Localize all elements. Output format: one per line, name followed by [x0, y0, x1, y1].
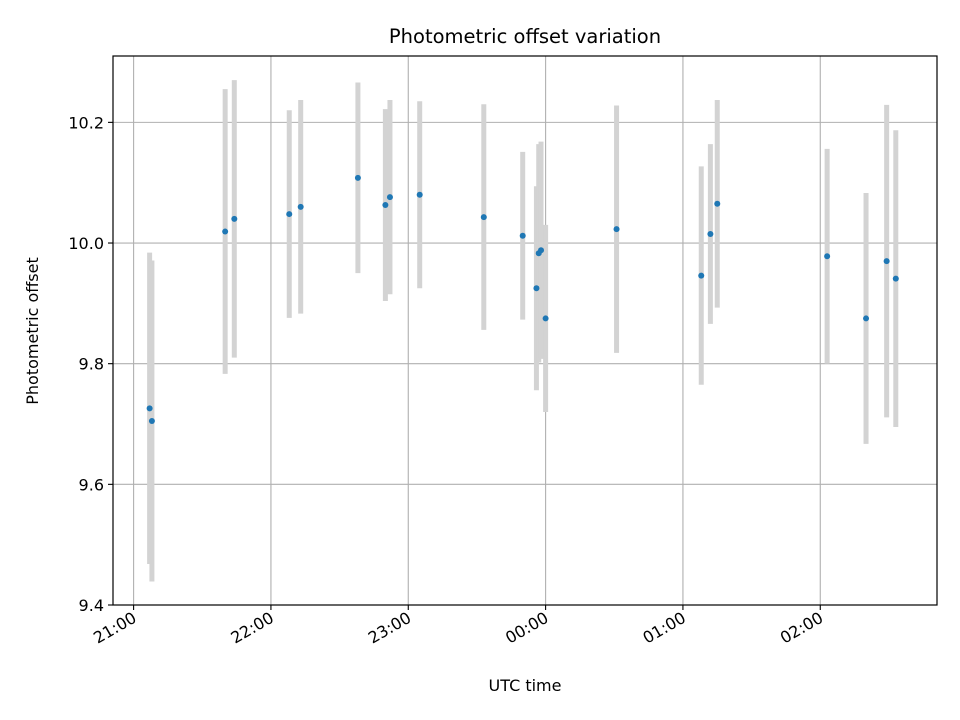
data-point	[707, 230, 714, 237]
data-point	[297, 203, 304, 210]
data-point	[382, 202, 389, 209]
data-point	[222, 228, 229, 235]
data-point	[231, 215, 238, 222]
y-axis: 9.4 9.6 9.8 10.0 10.2	[68, 113, 113, 615]
data-point	[533, 285, 540, 292]
data-point	[714, 200, 721, 207]
data-point	[863, 315, 870, 322]
data-point	[146, 405, 153, 412]
y-tick-label: 9.4	[79, 596, 104, 615]
chart-title: Photometric offset variation	[389, 25, 661, 48]
data-point	[698, 272, 705, 279]
data-point	[354, 174, 361, 181]
data-point	[892, 275, 899, 282]
plot-frame	[112, 55, 938, 606]
data-point	[416, 191, 423, 198]
data-point	[538, 247, 545, 254]
data-point	[824, 253, 831, 260]
data-point	[542, 315, 549, 322]
plot-area	[113, 56, 937, 605]
y-tick-label: 10.2	[68, 113, 104, 132]
data-point	[480, 214, 487, 221]
data-point	[883, 258, 890, 265]
data-point	[386, 194, 393, 201]
data-points	[146, 174, 899, 424]
y-axis-label: Photometric offset	[23, 257, 42, 405]
data-point	[148, 417, 155, 424]
y-tick-label: 10.0	[68, 234, 104, 253]
data-point	[286, 211, 293, 218]
x-axis-label: UTC time	[489, 676, 562, 695]
data-point	[613, 226, 620, 233]
y-tick-label: 9.6	[79, 475, 104, 494]
data-point	[519, 232, 526, 239]
y-tick-label: 9.8	[79, 355, 104, 374]
